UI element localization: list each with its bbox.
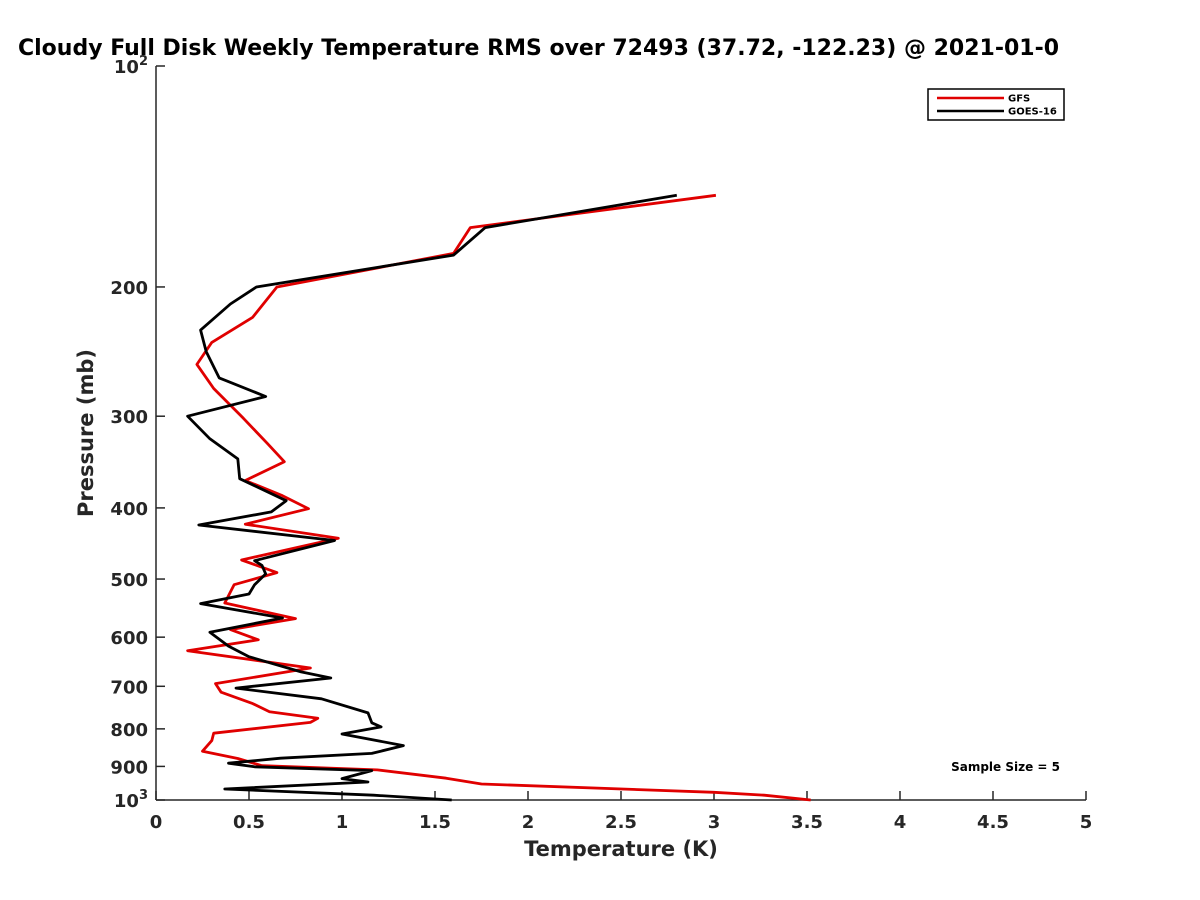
x-tick-label: 0.5	[233, 812, 265, 833]
x-tick-label: 5	[1080, 812, 1093, 833]
legend: GFS GOES-16	[927, 88, 1065, 121]
x-tick-label: 4	[894, 812, 907, 833]
series-line-goes16	[186, 193, 678, 802]
y-tick-label: 800	[110, 720, 148, 741]
y-tick-label: 600	[110, 628, 148, 649]
x-tick-group: 0 0.5 1 1.5 2 2.5 3 3.5 4 4.5 5	[150, 791, 1093, 833]
y-tick-label: 400	[110, 499, 148, 520]
x-axis-label: Temperature (K)	[524, 837, 718, 861]
y-tick-label: 103	[114, 788, 148, 812]
y-tick-label: 102	[114, 54, 148, 78]
legend-box	[927, 88, 1065, 121]
x-tick-label: 4.5	[977, 812, 1009, 833]
x-tick-label: 3.5	[791, 812, 823, 833]
legend-label-gfs: GFS	[1008, 94, 1030, 105]
chart-title: Cloudy Full Disk Weekly Temperature RMS …	[18, 36, 1059, 61]
y-tick-exponent: 2	[139, 54, 148, 69]
y-tick-label: 200	[110, 278, 148, 299]
y-tick-label: 700	[110, 677, 148, 698]
y-tick-label: 500	[110, 570, 148, 591]
x-tick-label: 2	[522, 812, 535, 833]
y-tick-label: 300	[110, 407, 148, 428]
series-group	[186, 193, 811, 802]
x-tick-label: 0	[150, 812, 163, 833]
x-tick-label: 3	[708, 812, 721, 833]
plot-area	[155, 66, 1086, 801]
x-tick-label: 2.5	[605, 812, 637, 833]
y-tick-label: 900	[110, 757, 148, 778]
x-tick-label: 1.5	[419, 812, 451, 833]
y-tick-group: 102 200 300 400 500 600 700 800 900 103	[110, 54, 165, 812]
legend-label-goes16: GOES-16	[1008, 107, 1057, 118]
y-axis-label: Pressure (mb)	[74, 349, 98, 517]
series-line-gfs	[186, 193, 811, 802]
x-tick-label: 1	[336, 812, 349, 833]
y-tick-exponent: 3	[139, 788, 148, 803]
sample-size-annotation: Sample Size = 5	[951, 760, 1060, 774]
